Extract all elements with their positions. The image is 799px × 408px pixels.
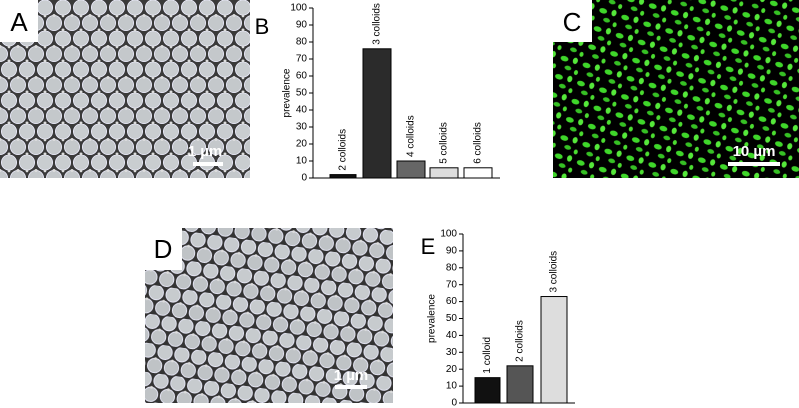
y-tick-label: 20 xyxy=(446,364,458,375)
label-box xyxy=(0,0,38,42)
y-tick-label: 50 xyxy=(446,313,458,324)
scale-bar xyxy=(193,162,223,166)
bar xyxy=(362,48,392,179)
panel-label: D xyxy=(154,234,173,264)
bar-category-label: 5 colloids xyxy=(439,122,450,164)
scale-bar xyxy=(728,162,780,166)
scale-bar-label: 1 µm xyxy=(334,367,369,384)
panel-label: C xyxy=(563,7,582,37)
panel-label: E xyxy=(421,234,436,259)
panel-a: A 1 µm xyxy=(0,0,250,178)
bar-category-label: 2 colloids xyxy=(515,320,526,362)
panel-label: A xyxy=(10,7,28,37)
bar-category-label: 4 colloids xyxy=(406,115,417,157)
scale-bar-label: 1 µm xyxy=(188,143,223,160)
bar xyxy=(429,167,459,179)
bar xyxy=(474,377,501,404)
y-tick-label: 60 xyxy=(446,296,458,307)
label-box xyxy=(145,228,182,270)
scale-bar xyxy=(335,385,367,389)
bar xyxy=(463,167,493,179)
y-axis-label: prevalence xyxy=(282,68,293,117)
bar-category-label: 3 colloids xyxy=(549,251,560,293)
sem-image xyxy=(0,0,250,178)
y-tick-label: 80 xyxy=(296,37,308,48)
y-tick-label: 0 xyxy=(301,173,307,184)
panel-label: B xyxy=(255,14,270,39)
bar-category-label: 2 colloids xyxy=(338,129,349,171)
y-tick-label: 40 xyxy=(296,105,308,116)
y-tick-label: 60 xyxy=(296,71,308,82)
y-axis-label: prevalence xyxy=(427,294,438,343)
fluorescence-image xyxy=(553,0,799,178)
bar-category-label: 3 colloids xyxy=(372,3,383,45)
y-tick-label: 10 xyxy=(446,381,458,392)
sem-image xyxy=(145,228,393,403)
y-tick-label: 30 xyxy=(296,122,308,133)
bar xyxy=(540,296,568,404)
panel-c: C 10 µm xyxy=(553,0,799,178)
y-tick-label: 70 xyxy=(296,54,308,65)
bar-category-label: 1 colloid xyxy=(482,337,493,374)
bar xyxy=(329,174,357,179)
y-tick-label: 10 xyxy=(296,156,308,167)
y-tick-label: 20 xyxy=(296,139,308,150)
y-tick-label: 90 xyxy=(446,246,458,257)
y-tick-label: 100 xyxy=(440,229,457,240)
panel-d: D 1 µm xyxy=(145,228,393,403)
y-tick-label: 100 xyxy=(290,3,307,14)
y-tick-label: 0 xyxy=(451,398,457,408)
bar xyxy=(506,365,534,404)
y-tick-label: 40 xyxy=(446,330,458,341)
scale-bar-label: 10 µm xyxy=(733,143,776,160)
y-tick-label: 50 xyxy=(296,88,308,99)
label-box xyxy=(553,0,592,42)
y-tick-label: 30 xyxy=(446,347,458,358)
bar-category-label: 6 colloids xyxy=(473,122,484,164)
y-tick-label: 70 xyxy=(446,279,458,290)
y-tick-label: 90 xyxy=(296,20,308,31)
bar xyxy=(396,160,426,179)
y-tick-label: 80 xyxy=(446,262,458,273)
